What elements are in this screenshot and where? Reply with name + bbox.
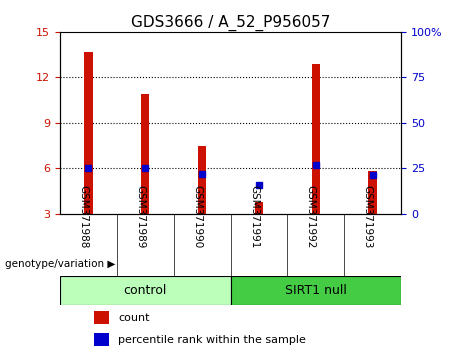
Bar	[94, 333, 109, 346]
Bar	[312, 64, 320, 214]
Text: SIRT1 null: SIRT1 null	[285, 284, 347, 297]
Bar	[230, 276, 401, 305]
Bar	[60, 276, 230, 305]
Bar	[254, 202, 263, 214]
Text: GSM371992: GSM371992	[306, 185, 316, 249]
Bar	[141, 94, 149, 214]
Text: GSM371988: GSM371988	[78, 185, 89, 249]
Text: GSM371990: GSM371990	[192, 185, 202, 249]
Text: genotype/variation ▶: genotype/variation ▶	[5, 259, 115, 269]
Bar	[84, 52, 93, 214]
Bar	[368, 171, 377, 214]
Text: control: control	[124, 284, 167, 297]
Title: GDS3666 / A_52_P956057: GDS3666 / A_52_P956057	[131, 14, 330, 30]
Text: GSM371989: GSM371989	[135, 185, 145, 249]
Text: GSM371991: GSM371991	[249, 185, 259, 249]
Text: percentile rank within the sample: percentile rank within the sample	[118, 335, 306, 344]
Text: count: count	[118, 313, 149, 323]
Bar	[94, 311, 109, 324]
Bar	[198, 145, 207, 214]
Text: GSM371993: GSM371993	[363, 185, 372, 249]
